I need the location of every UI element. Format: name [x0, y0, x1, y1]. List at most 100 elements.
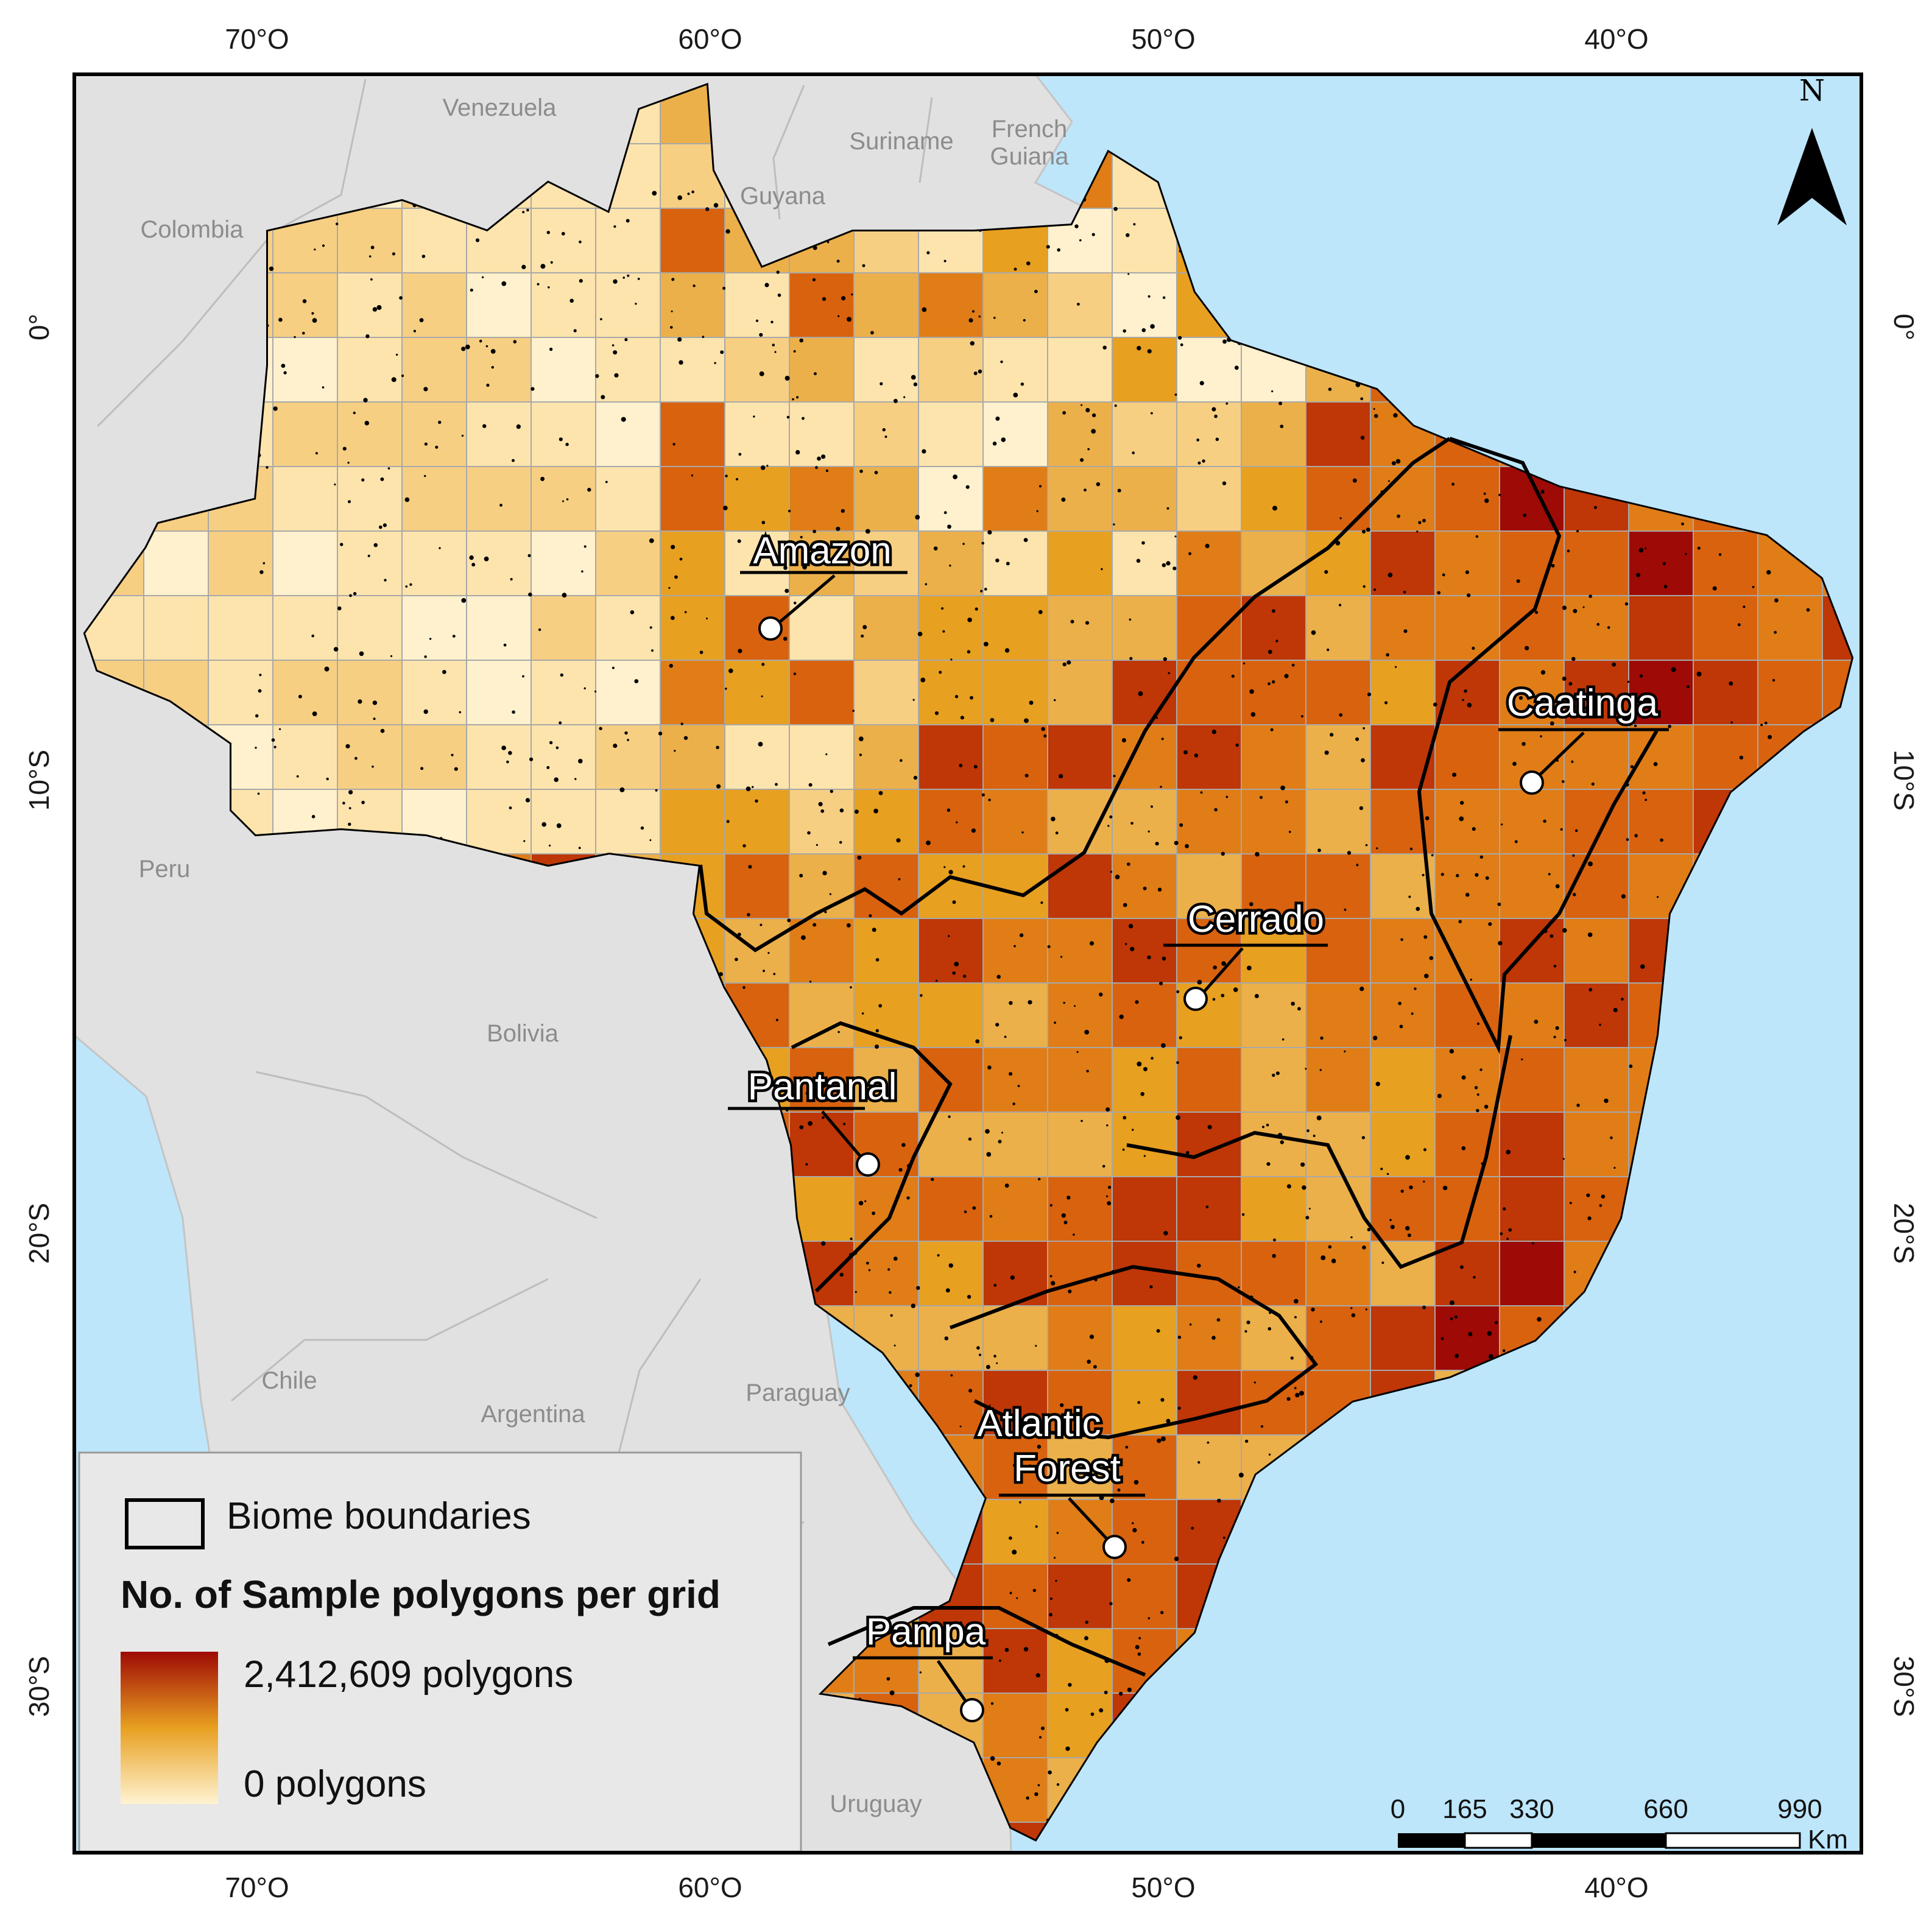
sample-dot: [1099, 1708, 1104, 1713]
sample-dot: [837, 1030, 840, 1034]
legend-boundary-swatch: [125, 1498, 205, 1549]
sample-dot: [1020, 382, 1024, 386]
sample-dot: [522, 211, 525, 214]
sample-dot: [760, 465, 766, 470]
grid-cell: [1047, 1047, 1113, 1113]
sample-dot: [945, 1288, 950, 1293]
grid-cell: [337, 724, 403, 790]
sample-dot: [795, 449, 800, 455]
sample-dot: [911, 1303, 916, 1308]
sample-dot: [946, 1627, 949, 1630]
grid-cell: [982, 724, 1048, 790]
sample-dot: [886, 1677, 890, 1681]
sample-dot: [1479, 855, 1484, 859]
sample-dot: [420, 767, 424, 770]
sample-dot: [817, 456, 821, 461]
grid-cell: [982, 918, 1048, 984]
sample-dot: [368, 255, 372, 258]
grid-cell: [1112, 1241, 1177, 1306]
sample-dot: [1409, 1185, 1413, 1189]
sample-dot: [1212, 998, 1216, 1001]
sample-dot: [1004, 1035, 1007, 1038]
sample-dot: [1405, 1155, 1410, 1160]
sample-dot: [735, 477, 739, 481]
sample-dot: [1161, 738, 1164, 741]
sample-dot: [1244, 1330, 1247, 1333]
biome-marker-pantanal: [856, 1152, 880, 1177]
sample-dot: [1087, 448, 1090, 451]
sample-dot: [1137, 1062, 1142, 1066]
sample-dot: [1048, 1770, 1052, 1775]
sample-dot: [996, 1761, 1001, 1766]
sample-dot: [1280, 425, 1284, 428]
grid-cell: [1370, 1241, 1436, 1306]
sample-dot: [1468, 1332, 1473, 1336]
sample-dot: [887, 1268, 890, 1271]
sample-dot: [898, 878, 901, 881]
sample-dot: [1185, 844, 1189, 848]
sample-dot: [1157, 887, 1162, 892]
sample-dot: [1587, 932, 1593, 937]
sample-dot: [1009, 1536, 1012, 1540]
sample-dot: [255, 714, 259, 718]
sample-dot: [1269, 1311, 1272, 1314]
grid-cell: [724, 337, 790, 403]
sample-dot: [1440, 873, 1444, 876]
sample-dot: [872, 1211, 875, 1216]
sample-dot: [1166, 1418, 1171, 1423]
sample-dot: [990, 717, 995, 722]
sample-dot: [1104, 1478, 1109, 1482]
sample-dot: [442, 670, 446, 674]
grid-cell: [1112, 1563, 1177, 1629]
sample-dot: [870, 331, 874, 335]
sample-dot: [1062, 410, 1066, 415]
grid-cell: [1241, 789, 1306, 854]
sample-dot: [1309, 1355, 1313, 1359]
sample-dot: [401, 374, 404, 378]
sample-dot: [971, 828, 976, 833]
sample-dot: [1161, 1043, 1166, 1048]
grid-cell: [918, 982, 984, 1048]
grid-cell: [982, 1563, 1048, 1629]
sample-dot: [391, 377, 397, 382]
sample-dot: [978, 315, 981, 318]
sample-dot: [1416, 530, 1419, 533]
sample-dot: [1125, 1445, 1129, 1449]
sample-dot: [814, 372, 817, 376]
sample-dot: [281, 364, 286, 368]
grid-cell: [208, 660, 273, 725]
grid-cell: [1305, 982, 1371, 1048]
sample-dot: [839, 1272, 844, 1277]
grid-cell: [1047, 466, 1113, 532]
grid-cell: [466, 401, 532, 467]
sample-dot: [915, 515, 920, 520]
sample-dot: [273, 406, 278, 411]
sample-dot: [1681, 522, 1684, 526]
grid-cell: [1176, 530, 1242, 596]
grid-cell: [789, 724, 855, 790]
sample-dot: [1601, 1194, 1606, 1199]
sample-dot: [482, 424, 487, 428]
sample-dot: [1085, 1620, 1089, 1624]
sample-dot: [1089, 1476, 1094, 1481]
grid-cell: [1305, 466, 1371, 532]
sample-dot: [677, 337, 682, 342]
scale-bar: 0 165 330 660 990 Km: [1391, 1794, 1848, 1853]
grid-cell: [982, 1499, 1048, 1565]
sample-dot: [996, 1362, 998, 1364]
sample-dot: [922, 449, 926, 454]
sample-dot: [658, 731, 663, 736]
sample-dot: [621, 417, 626, 422]
sample-dot: [363, 398, 368, 403]
sample-dot: [1109, 1602, 1113, 1605]
sample-dot: [1156, 1329, 1160, 1333]
sample-dot: [1460, 801, 1464, 805]
grid-cell: [337, 660, 403, 725]
sample-dot: [1137, 345, 1141, 351]
sample-dot: [1359, 806, 1364, 811]
sample-dot: [1010, 1275, 1015, 1280]
sample-dot: [1016, 1597, 1018, 1599]
sample-dot: [868, 1269, 871, 1272]
sample-dot: [858, 736, 864, 742]
sample-dot: [1586, 1193, 1590, 1197]
